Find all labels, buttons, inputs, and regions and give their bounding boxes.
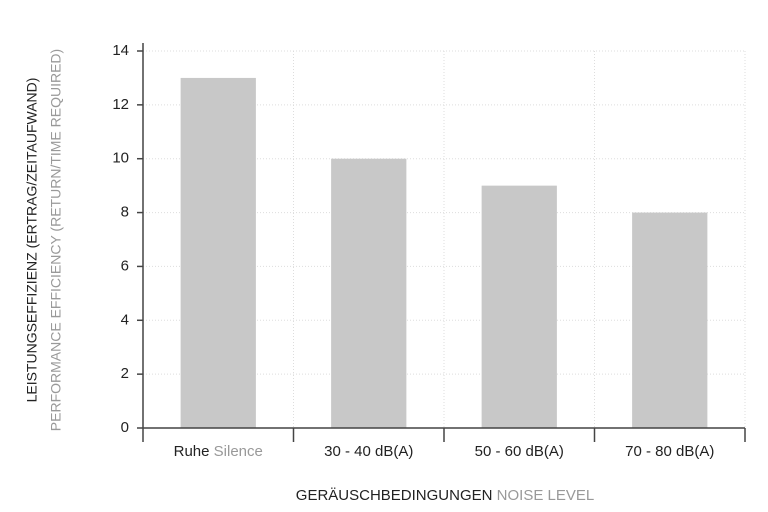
y-tick-label: 8 <box>121 204 129 221</box>
category: 70 - 80 dB(A) <box>625 443 714 460</box>
bar <box>481 185 557 428</box>
category-translation: Silence <box>214 443 263 460</box>
y-axis-label-en: PERFORMANCE EFFICIENCY (RETURN/TIME REQU… <box>48 49 64 431</box>
category: 50 - 60 dB(A) <box>475 443 564 460</box>
y-tick-label: 10 <box>112 150 129 167</box>
x-label-en: NOISE LEVEL <box>497 487 595 504</box>
category: Ruhe <box>174 443 210 460</box>
x-axis-label: GERÄUSCHBEDINGUNGEN NOISE LEVEL <box>296 487 594 504</box>
x-label-de: GERÄUSCHBEDINGUNGEN <box>296 487 493 504</box>
y-axis-label: LEISTUNGSEFFIZIENZ (ERTRAG/ZEITAUFWAND) <box>24 78 40 403</box>
x-tick-label: 30 - 40 dB(A) <box>324 443 413 460</box>
x-tick-label: 50 - 60 dB(A) <box>475 443 564 460</box>
x-tick-label: Ruhe Silence <box>174 443 263 460</box>
y-tick-label: 4 <box>121 311 129 328</box>
category: 30 - 40 dB(A) <box>324 443 413 460</box>
bar <box>632 212 708 428</box>
bar <box>180 77 256 428</box>
y-tick-label: 0 <box>121 419 129 436</box>
y-tick-label: 2 <box>121 365 129 382</box>
x-tick-label: 70 - 80 dB(A) <box>625 443 714 460</box>
bar <box>331 158 407 428</box>
y-tick-label: 14 <box>112 42 129 59</box>
y-tick-label: 12 <box>112 96 129 113</box>
y-tick-label: 6 <box>121 257 129 274</box>
